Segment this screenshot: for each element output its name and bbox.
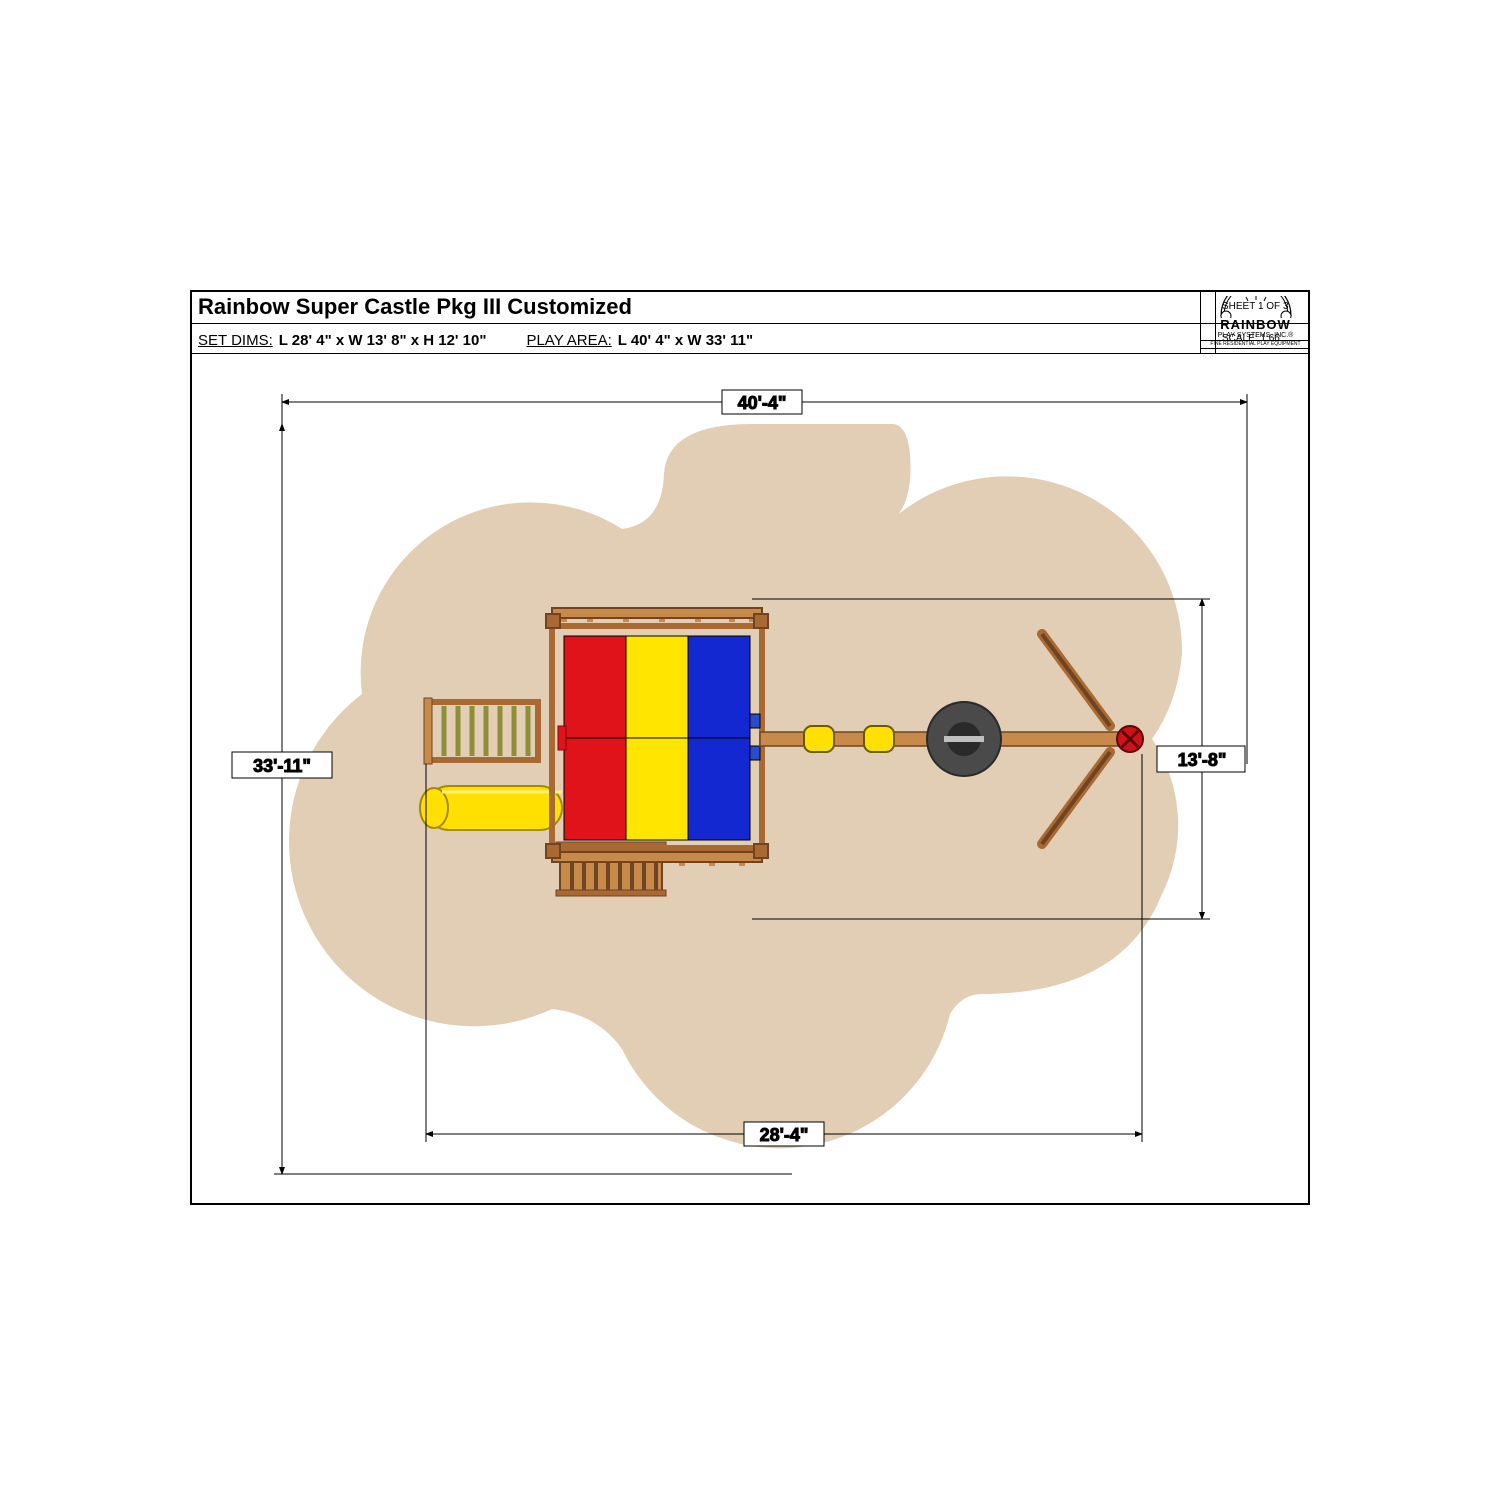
brand-logo: RAINBOW PLAY SYSTEMS, INC.® FINE RESIDEN… — [1200, 290, 1310, 354]
drawing-area: 40'-4" 33'-11" 28'-4" 13'-8" — [192, 354, 1308, 1203]
drawing-title: Rainbow Super Castle Pkg III Customized — [190, 290, 1215, 323]
dim-overall-height: 33'-11" — [253, 756, 311, 776]
logo-brand: RAINBOW — [1220, 318, 1291, 331]
tire-swing — [926, 701, 1002, 777]
dim-overall-width: 40'-4" — [738, 393, 787, 413]
plan-svg: 40'-4" 33'-11" 28'-4" 13'-8" — [192, 354, 1308, 1203]
rainbow-logo-icon — [1216, 296, 1296, 318]
roof — [558, 636, 760, 840]
set-dims-label: SET DIMS: — [198, 332, 273, 349]
drawing-sheet: Rainbow Super Castle Pkg III Customized … — [190, 290, 1310, 1205]
slide — [420, 786, 562, 830]
set-dims-value: L 28' 4" x W 13' 8" x H 12' 10" — [279, 332, 487, 349]
play-area-value: L 40' 4" x W 33' 11" — [618, 332, 753, 349]
dims-row: SET DIMS: L 28' 4" x W 13' 8" x H 12' 10… — [190, 324, 1215, 353]
play-area-label: PLAY AREA: — [526, 332, 611, 349]
titleblock-row1: Rainbow Super Castle Pkg III Customized … — [190, 290, 1310, 324]
dim-set-height: 13'-8" — [1178, 750, 1227, 770]
logo-sub: PLAY SYSTEMS, INC.® — [1218, 332, 1294, 339]
logo-tag: FINE RESIDENTIAL PLAY EQUIPMENT — [1201, 340, 1310, 349]
titleblock-row2: SET DIMS: L 28' 4" x W 13' 8" x H 12' 10… — [190, 324, 1310, 354]
dim-set-width: 28'-4" — [760, 1125, 809, 1145]
